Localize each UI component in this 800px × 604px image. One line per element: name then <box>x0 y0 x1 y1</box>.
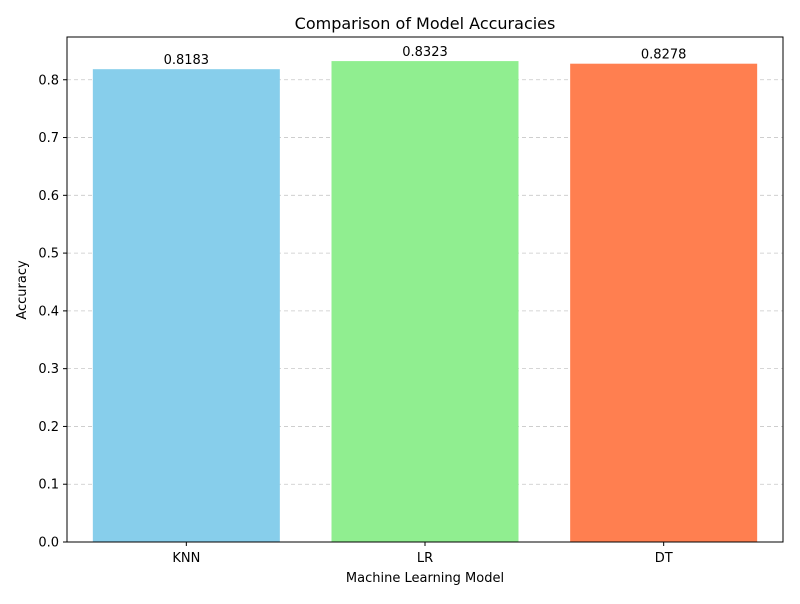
y-tick-label: 0.7 <box>38 131 59 146</box>
bar-value-label: 0.8183 <box>164 53 210 68</box>
bars <box>92 61 758 543</box>
x-axis-label: Machine Learning Model <box>346 571 504 586</box>
y-tick-label: 0.0 <box>38 536 59 551</box>
y-axis-ticks: 0.0 0.1 0.2 0.3 0.4 0.5 0.6 0.7 0.8 <box>38 73 67 551</box>
x-tick-label: LR <box>417 551 433 566</box>
y-tick-label: 0.1 <box>38 478 59 493</box>
y-tick-label: 0.6 <box>38 189 59 204</box>
bar-value-label: 0.8323 <box>402 45 448 60</box>
bar-dt <box>570 63 758 542</box>
y-tick-label: 0.8 <box>38 73 59 88</box>
y-tick-label: 0.3 <box>38 362 59 377</box>
x-axis-ticks: KNN LR DT <box>172 542 673 566</box>
y-tick-label: 0.2 <box>38 420 59 435</box>
y-tick-label: 0.5 <box>38 247 59 262</box>
y-axis-label: Accuracy <box>15 260 30 320</box>
bar-value-label: 0.8278 <box>641 48 687 63</box>
bar-value-labels: 0.8183 0.8323 0.8278 <box>164 45 687 68</box>
x-tick-label: DT <box>655 551 673 566</box>
y-tick-label: 0.4 <box>38 304 59 319</box>
chart-title: Comparison of Model Accuracies <box>295 14 556 33</box>
bar-lr <box>331 61 519 543</box>
bar-knn <box>92 69 280 542</box>
x-tick-label: KNN <box>172 551 200 566</box>
